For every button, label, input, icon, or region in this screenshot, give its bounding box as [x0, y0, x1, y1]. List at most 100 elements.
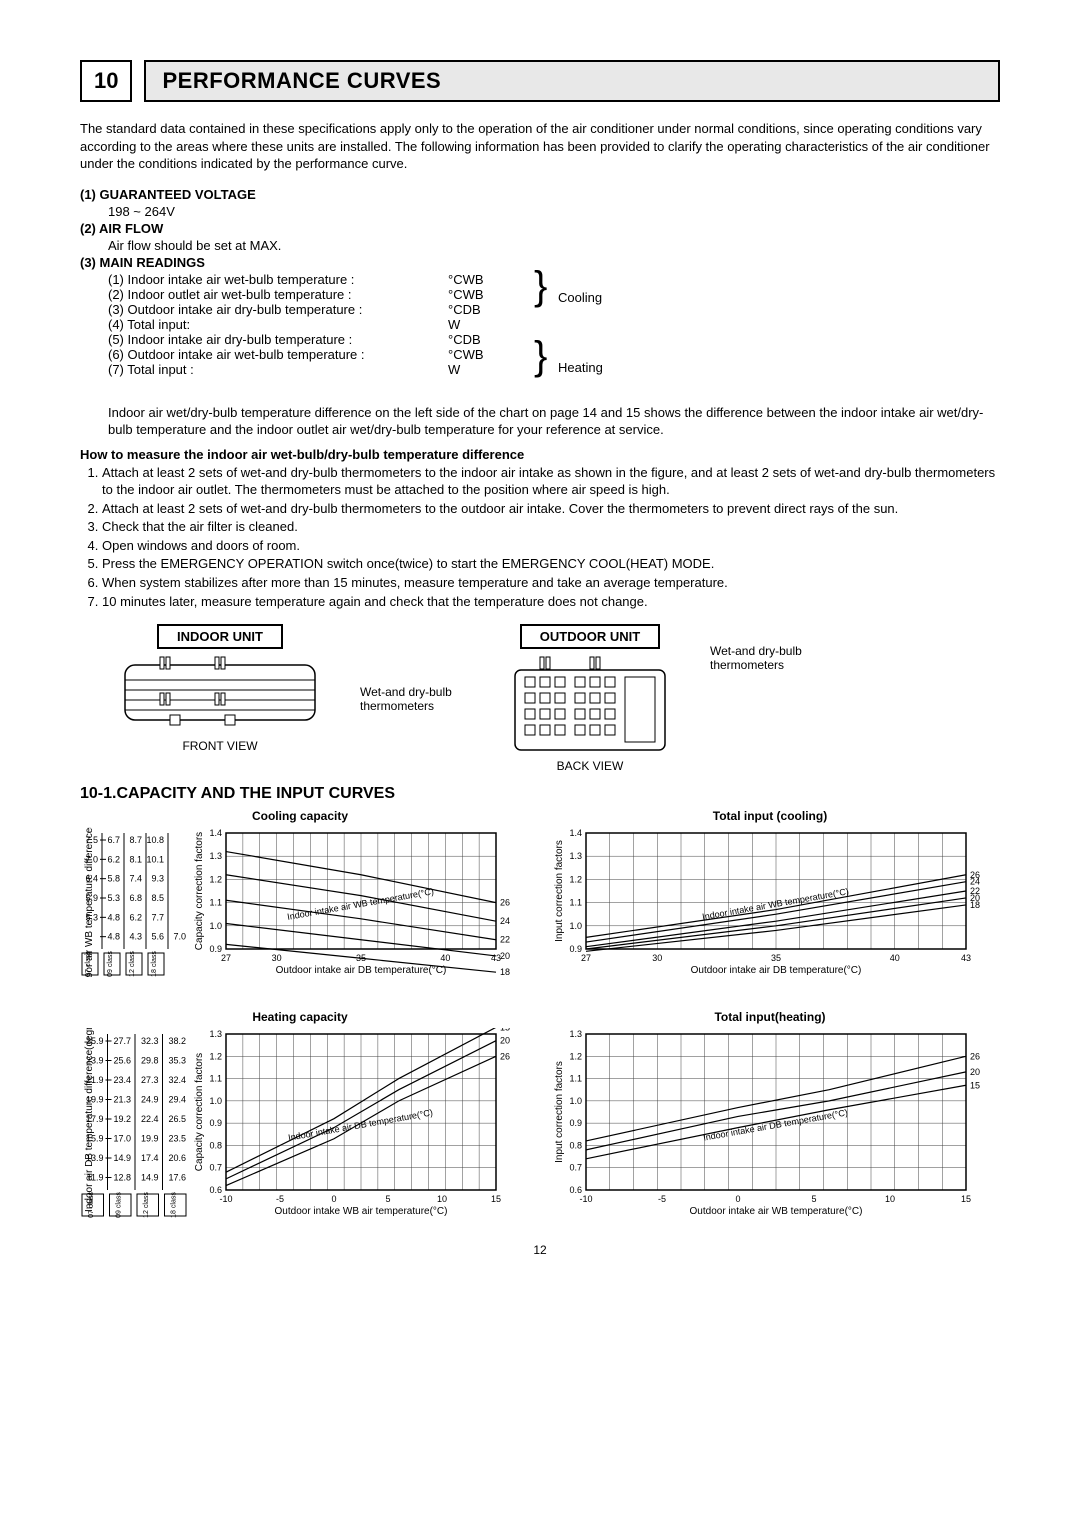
svg-text:Outdoor intake air DB temperat: Outdoor intake air DB temperature(°C) — [691, 965, 862, 976]
svg-text:32.3: 32.3 — [141, 1036, 159, 1046]
thermo-label: Wet-and dry-bulb thermometers — [360, 685, 470, 713]
svg-text:Indoor intake air WB temperatu: Indoor intake air WB temperature(°C) — [286, 886, 434, 922]
svg-text:43: 43 — [961, 953, 971, 963]
charts-grid: Cooling capacity 7.57.06.45.95.36.76.25.… — [80, 809, 1000, 1221]
sub2-value: Air flow should be set at MAX. — [108, 238, 1000, 253]
chart-title: Total input(heating) — [550, 1010, 990, 1024]
svg-text:-5: -5 — [276, 1194, 284, 1204]
svg-text:Capacity correction factors: Capacity correction factors — [194, 1053, 205, 1171]
cooling-input-chart: 0.91.01.11.21.31.42730354043Outdoor inta… — [550, 827, 990, 977]
page-number: 12 — [80, 1243, 1000, 1257]
svg-text:Outdoor intake WB air temperat: Outdoor intake WB air temperature(°C) — [275, 1206, 448, 1217]
svg-text:6.7: 6.7 — [107, 835, 120, 845]
svg-text:1.2: 1.2 — [209, 1051, 222, 1061]
reading-unit: °CWB — [448, 287, 518, 302]
svg-text:0.9: 0.9 — [209, 1118, 222, 1128]
svg-text:4.8: 4.8 — [107, 912, 120, 922]
reading-label: (4) Total input: — [108, 317, 448, 332]
svg-text:1.1: 1.1 — [209, 1074, 222, 1084]
svg-text:17.4: 17.4 — [141, 1153, 159, 1163]
reading-label: (2) Indoor outlet air wet-bulb temperatu… — [108, 287, 448, 302]
svg-text:18: 18 — [970, 900, 980, 910]
svg-text:24.9: 24.9 — [141, 1095, 159, 1105]
indoor-unit-title: INDOOR UNIT — [157, 624, 283, 649]
svg-text:1.2: 1.2 — [569, 1051, 582, 1061]
cooling-capacity-chart: 7.57.06.45.95.36.76.25.85.34.84.88.78.17… — [80, 827, 520, 977]
outdoor-unit-diagram — [510, 655, 670, 755]
svg-text:14.9: 14.9 — [141, 1173, 159, 1183]
svg-text:Input correction factors: Input correction factors — [554, 1061, 565, 1163]
svg-text:1.1: 1.1 — [569, 1074, 582, 1084]
svg-text:12 class: 12 class — [143, 1192, 150, 1218]
svg-text:1.4: 1.4 — [209, 828, 222, 838]
svg-text:0: 0 — [331, 1194, 336, 1204]
svg-text:09 class: 09 class — [107, 951, 114, 977]
svg-text:1.1: 1.1 — [209, 898, 222, 908]
svg-text:1.3: 1.3 — [209, 851, 222, 861]
svg-text:1.3: 1.3 — [569, 851, 582, 861]
svg-text:15: 15 — [500, 1028, 510, 1032]
readings-note: Indoor air wet/dry-bulb temperature diff… — [108, 404, 1000, 439]
svg-text:23.4: 23.4 — [113, 1075, 131, 1085]
svg-text:1.0: 1.0 — [569, 1096, 582, 1106]
step-item: Open windows and doors of room. — [102, 537, 1000, 555]
reading-label: (7) Total input : — [108, 362, 448, 377]
section-number: 10 — [80, 60, 132, 102]
svg-text:20: 20 — [970, 1067, 980, 1077]
svg-text:10: 10 — [885, 1194, 895, 1204]
intro-paragraph: The standard data contained in these spe… — [80, 120, 1000, 173]
svg-text:6.2: 6.2 — [129, 912, 142, 922]
svg-text:4.3: 4.3 — [129, 932, 142, 942]
svg-text:1.0: 1.0 — [569, 921, 582, 931]
chart-title: Cooling capacity — [80, 809, 520, 823]
outdoor-unit-title: OUTDOOR UNIT — [520, 624, 660, 649]
svg-text:10.8: 10.8 — [146, 835, 164, 845]
svg-text:25.6: 25.6 — [113, 1056, 131, 1066]
svg-text:Outdoor intake air DB temperat: Outdoor intake air DB temperature(°C) — [276, 965, 447, 976]
howto-steps: Attach at least 2 sets of wet-and dry-bu… — [80, 464, 1000, 610]
svg-text:35.3: 35.3 — [168, 1056, 186, 1066]
svg-text:8.5: 8.5 — [151, 893, 164, 903]
svg-text:5.8: 5.8 — [107, 874, 120, 884]
svg-text:20: 20 — [500, 951, 510, 961]
svg-text:1.1: 1.1 — [569, 898, 582, 908]
svg-text:0.8: 0.8 — [569, 1141, 582, 1151]
svg-text:10.1: 10.1 — [146, 854, 164, 864]
readings-block: (1) Indoor intake air wet-bulb temperatu… — [108, 272, 1000, 398]
svg-text:7.7: 7.7 — [151, 912, 164, 922]
svg-text:7.4: 7.4 — [129, 874, 142, 884]
svg-text:5: 5 — [385, 1194, 390, 1204]
svg-text:27.7: 27.7 — [113, 1036, 131, 1046]
svg-text:12.8: 12.8 — [113, 1173, 131, 1183]
section-title: PERFORMANCE CURVES — [144, 60, 1000, 102]
front-view-label: FRONT VIEW — [120, 739, 320, 753]
sub1-title: (1) GUARANTEED VOLTAGE — [80, 187, 256, 202]
svg-text:Capacity correction factors: Capacity correction factors — [194, 832, 205, 950]
svg-text:Indoor air WB temperature diff: Indoor air WB temperature difference(deg… — [84, 827, 95, 977]
svg-text:21.3: 21.3 — [113, 1095, 131, 1105]
svg-text:0.7: 0.7 — [569, 1163, 582, 1173]
reading-unit: W — [448, 362, 518, 377]
svg-text:30: 30 — [652, 953, 662, 963]
cooling-label: Cooling — [558, 290, 602, 305]
svg-text:0.9: 0.9 — [569, 1118, 582, 1128]
svg-text:29.4: 29.4 — [168, 1095, 186, 1105]
back-view-label: BACK VIEW — [510, 759, 670, 773]
svg-text:10: 10 — [437, 1194, 447, 1204]
charts-section-title: 10-1.CAPACITY AND THE INPUT CURVES — [80, 785, 1000, 803]
svg-text:Outdoor intake air WB temperat: Outdoor intake air WB temperature(°C) — [690, 1206, 863, 1217]
svg-text:1.4: 1.4 — [569, 828, 582, 838]
step-item: Check that the air filter is cleaned. — [102, 518, 1000, 536]
svg-text:1.0: 1.0 — [209, 1096, 222, 1106]
svg-text:8.7: 8.7 — [129, 835, 142, 845]
reading-label: (3) Outdoor intake air dry-bulb temperat… — [108, 302, 448, 317]
svg-text:19.2: 19.2 — [113, 1114, 131, 1124]
howto-title: How to measure the indoor air wet-bulb/d… — [80, 447, 1000, 462]
svg-text:20.6: 20.6 — [168, 1153, 186, 1163]
sub1-value: 198 ~ 264V — [108, 204, 1000, 219]
svg-text:6.2: 6.2 — [107, 854, 120, 864]
svg-text:18 class: 18 class — [170, 1192, 177, 1218]
svg-text:18 class: 18 class — [151, 951, 158, 977]
svg-text:29.8: 29.8 — [141, 1056, 159, 1066]
svg-text:17.0: 17.0 — [113, 1134, 131, 1144]
